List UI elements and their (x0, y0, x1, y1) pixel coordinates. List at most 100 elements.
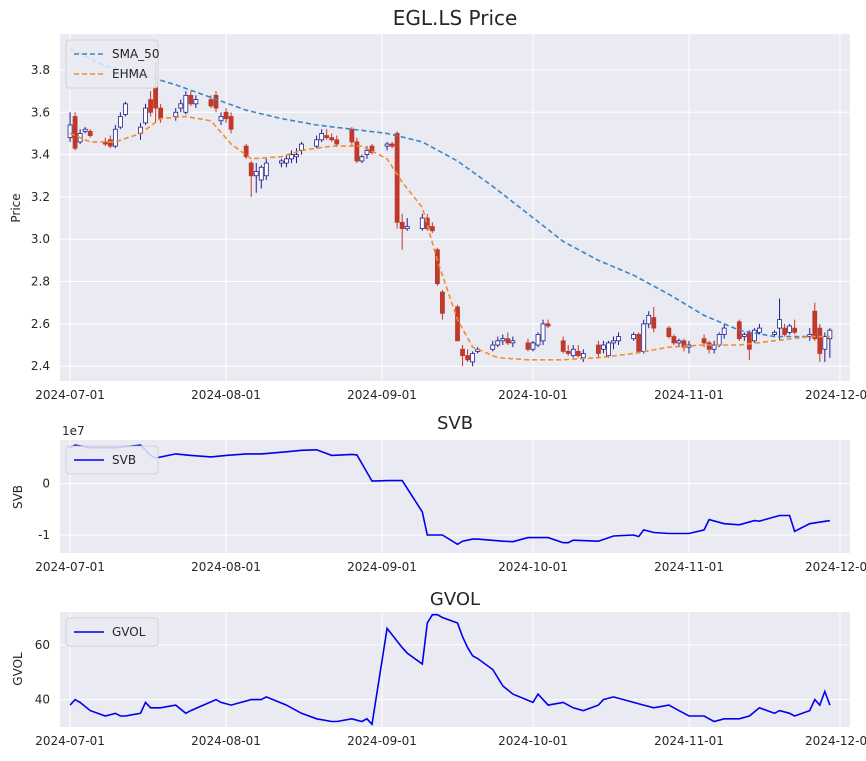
price-panel: EGL.LS Price Price 2024-07-01 2024-08-01 2… (9, 6, 866, 402)
candle-body (424, 217, 430, 230)
candle-body (188, 94, 194, 105)
price-plot-area (60, 34, 850, 381)
candle-body (258, 166, 264, 181)
candle-body (143, 107, 148, 124)
candle-body (535, 334, 541, 346)
price-x-tick-label: 2024-10-01 (498, 388, 568, 402)
candle-body (596, 344, 601, 354)
candle-body (354, 141, 360, 162)
candle-body (777, 319, 782, 329)
price-series-sma_50-line (69, 48, 830, 338)
candle-body (616, 336, 621, 342)
price-legend-label: SMA_50 (112, 47, 159, 61)
candle-body (419, 217, 425, 230)
candle-body (123, 103, 128, 115)
candle-body (158, 107, 164, 120)
candle-body (329, 137, 335, 141)
candle-body (711, 344, 717, 350)
svb-offset-label: 1e7 (62, 424, 85, 438)
candle-body (807, 334, 813, 337)
candle-body (706, 342, 712, 350)
candle-body (751, 329, 757, 342)
candle-body (827, 329, 833, 340)
price-x-tick-label: 2024-09-01 (347, 388, 417, 402)
svb-chart-title: SVB (437, 413, 473, 434)
candle-body (289, 154, 294, 160)
svb-x-tick-label: 2024-10-01 (498, 560, 568, 574)
candle-body (470, 353, 476, 363)
svb-legend-label: SVB (112, 453, 136, 467)
candle-body (369, 145, 375, 153)
candle-body (429, 226, 435, 232)
gvol-plot-area (60, 612, 850, 727)
candle-body (681, 340, 687, 348)
candle-body (213, 94, 219, 109)
candle-body (324, 135, 330, 139)
price-y-tick-label: 3.6 (31, 105, 50, 119)
svb-legend-box (65, 445, 159, 475)
candle-body (787, 325, 793, 333)
candle-body (792, 327, 798, 333)
candle-body (440, 291, 445, 314)
candle-body (721, 327, 727, 335)
candle-body (208, 99, 214, 107)
candle-body (611, 340, 616, 344)
candle-body (455, 306, 460, 342)
candle-body (218, 116, 224, 122)
candle-body (580, 353, 586, 359)
price-y-tick-label: 3.2 (31, 190, 50, 204)
candle-body (359, 156, 365, 162)
price-legend-label: EHMA (112, 67, 148, 81)
svb-plot-area (60, 440, 850, 553)
candle-body (631, 334, 637, 340)
candle-body (294, 154, 299, 158)
gvol-legend-label: GVOL (112, 625, 146, 639)
svb-y-tick-label: 0 (42, 477, 50, 491)
candle-body (399, 221, 405, 230)
gvol-series-gvol-line (69, 613, 831, 727)
price-x-tick-label: 2024-11-01 (654, 388, 724, 402)
candle-body (525, 342, 531, 350)
candle-body (284, 158, 289, 164)
candle-body (782, 327, 787, 335)
price-y-tick-label: 3.4 (31, 148, 50, 162)
candle-body (495, 340, 501, 346)
svb-y-tick-label: -1 (38, 528, 50, 542)
price-y-tick-label: 2.8 (31, 275, 50, 289)
candle-body (223, 111, 229, 120)
candle-body (510, 340, 516, 344)
candle-body (570, 348, 576, 357)
candle-body (757, 327, 762, 333)
candle-body (72, 116, 78, 149)
candle-body (676, 340, 682, 344)
candle-body (319, 133, 325, 141)
gvol-x-tick-label: 2024-12-01 (805, 734, 866, 748)
candle-body (772, 331, 777, 335)
gvol-x-tick-label: 2024-07-01 (35, 734, 105, 748)
price-y-tick-label: 2.6 (31, 317, 50, 331)
svb-y-axis-label: SVB (11, 485, 25, 509)
candle-body (540, 323, 546, 342)
candle-body (279, 160, 284, 164)
candle-body (173, 111, 179, 117)
candle-body (178, 103, 184, 109)
gvol-y-axis-label: GVOL (11, 652, 25, 686)
candle-body (87, 130, 93, 136)
candle-body (112, 128, 118, 147)
candle-body (193, 99, 199, 105)
gvol-y-tick-label: 60 (35, 638, 50, 652)
candle-body (822, 336, 828, 350)
candle-body (646, 315, 652, 325)
candle-body (701, 338, 707, 344)
candle-body (716, 334, 722, 346)
gvol-chart-title: GVOL (430, 589, 480, 610)
candle-body (560, 340, 566, 352)
candle-body (746, 331, 752, 350)
svb-x-tick-label: 2024-07-01 (35, 560, 105, 574)
candle-body (565, 350, 571, 354)
candle-body (314, 139, 320, 147)
candle-body (364, 149, 370, 156)
candle-body (636, 334, 642, 352)
candle-body (575, 350, 581, 357)
gvol-x-tick-label: 2024-10-01 (498, 734, 568, 748)
